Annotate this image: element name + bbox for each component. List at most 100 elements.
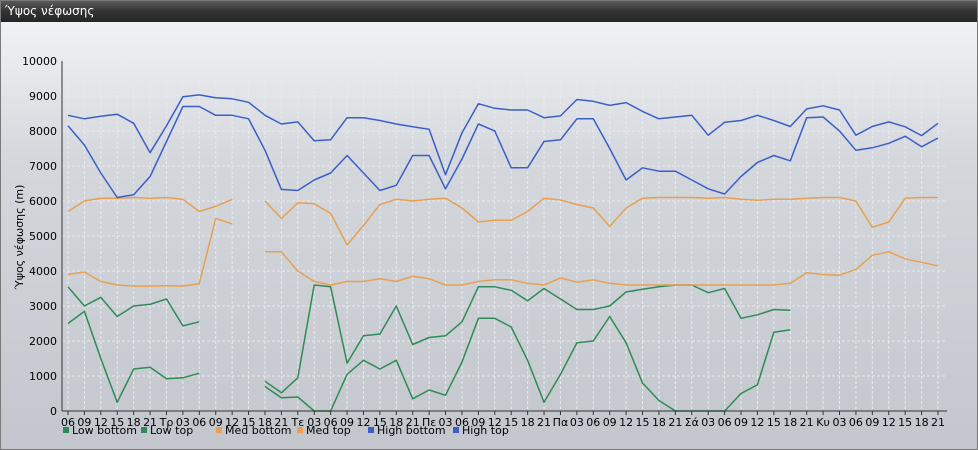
x-tick-label: 21 xyxy=(668,416,682,429)
x-tick-label: 21 xyxy=(274,416,288,429)
x-tick-label: 06 xyxy=(192,416,206,429)
x-tick-label: 06 xyxy=(61,416,75,429)
x-tick-label: Πα xyxy=(553,416,569,429)
x-tick-label: 21 xyxy=(143,416,157,429)
legend-item: Med bottom xyxy=(216,424,292,437)
x-tick-label: 15 xyxy=(110,416,124,429)
legend-label: Low bottom xyxy=(72,424,137,437)
x-tick-label: 21 xyxy=(406,416,420,429)
x-tick-label: 21 xyxy=(931,416,945,429)
x-tick-label: 18 xyxy=(127,416,141,429)
series-line-segment xyxy=(67,217,233,287)
x-tick-label: 09 xyxy=(734,416,748,429)
x-tick-label: 03 xyxy=(833,416,847,429)
x-tick-label: 15 xyxy=(767,416,781,429)
series-high-bottom xyxy=(67,105,939,199)
series-line-segment xyxy=(67,94,939,176)
legend-swatch xyxy=(368,427,374,433)
y-tick-label: 8000 xyxy=(29,125,57,138)
y-axis-label: Ύψος νέφωσης (m) xyxy=(13,185,26,291)
x-tick-label: 09 xyxy=(340,416,354,429)
axes: 0 1000 2000 3000 4000 5000 6000 7000 8000 9000 100… xyxy=(22,55,947,429)
series-line-segment xyxy=(264,196,938,246)
series-line-segment xyxy=(67,286,200,327)
x-tick-label: 12 xyxy=(94,416,108,429)
x-tick-label: 15 xyxy=(242,416,256,429)
window-title: Ύψος νέφωσης xyxy=(5,4,95,18)
x-tick-label: 18 xyxy=(258,416,272,429)
x-tick-label: 21 xyxy=(800,416,814,429)
y-tick-label: 6000 xyxy=(29,195,57,208)
legend-item: High bottom xyxy=(368,424,446,437)
y-tick-label: 1000 xyxy=(29,370,57,383)
x-tick-label: 21 xyxy=(537,416,551,429)
x-tick-label: 15 xyxy=(636,416,650,429)
y-tick-label: 3000 xyxy=(29,300,57,313)
y-tick-label: 5000 xyxy=(29,230,57,243)
x-tick-label: 09 xyxy=(77,416,91,429)
y-tick-label: 7000 xyxy=(29,160,57,173)
x-tick-label: 12 xyxy=(750,416,764,429)
legend-swatch xyxy=(216,427,222,433)
x-tick-label: Τε xyxy=(290,416,304,429)
x-tick-label: 06 xyxy=(849,416,863,429)
series-med-top xyxy=(67,196,938,246)
x-tick-label: 06 xyxy=(586,416,600,429)
y-tick-label: 4000 xyxy=(29,265,57,278)
grid xyxy=(62,60,947,412)
x-tick-label: 09 xyxy=(471,416,485,429)
legend-label: High top xyxy=(462,424,509,437)
x-tick-label: 06 xyxy=(718,416,732,429)
x-tick-label: 06 xyxy=(455,416,469,429)
x-tick-label: Σά xyxy=(685,416,699,429)
y-tick-label: 9000 xyxy=(29,90,57,103)
x-tick-label: 15 xyxy=(898,416,912,429)
legend-label: Low top xyxy=(150,424,193,437)
series-line-segment xyxy=(265,251,939,286)
y-tick-label: 2000 xyxy=(29,335,57,348)
legend-swatch xyxy=(141,427,147,433)
y-tick-label: 0 xyxy=(50,405,57,418)
series-line-segment xyxy=(67,196,233,213)
legend-swatch xyxy=(297,427,303,433)
x-tick-label: 06 xyxy=(324,416,338,429)
series-line-segment xyxy=(67,310,200,404)
x-tick-label: 03 xyxy=(439,416,453,429)
legend-item: Med top xyxy=(297,424,351,437)
x-tick-label: 18 xyxy=(389,416,403,429)
x-tick-label: 18 xyxy=(915,416,929,429)
series-line-segment xyxy=(67,105,939,199)
y-tick-label: 10000 xyxy=(22,55,57,68)
x-tick-label: 12 xyxy=(225,416,239,429)
x-tick-label: 09 xyxy=(209,416,223,429)
x-tick-label: 15 xyxy=(373,416,387,429)
x-tick-label: 03 xyxy=(701,416,715,429)
series-lines xyxy=(67,94,939,412)
x-tick-label: 09 xyxy=(865,416,879,429)
x-tick-label: Κυ xyxy=(816,416,830,429)
x-tick-label: 12 xyxy=(488,416,502,429)
legend-label: Med bottom xyxy=(225,424,292,437)
legend-item: Low bottom xyxy=(63,424,137,437)
x-tick-label: 03 xyxy=(176,416,190,429)
legend-item: Low top xyxy=(141,424,193,437)
x-tick-label: 15 xyxy=(504,416,518,429)
legend-label: Med top xyxy=(306,424,351,437)
legend-swatch xyxy=(63,427,69,433)
legend-label: High bottom xyxy=(377,424,446,437)
x-tick-label: 18 xyxy=(521,416,535,429)
legend-item: High top xyxy=(453,424,509,437)
series-med-bottom xyxy=(67,217,939,287)
x-tick-label: Τρ xyxy=(159,416,174,429)
series-line-segment xyxy=(264,284,791,394)
x-tick-label: 18 xyxy=(783,416,797,429)
x-tick-label: 03 xyxy=(570,416,584,429)
series-low-bottom xyxy=(67,284,791,404)
x-tick-label: 09 xyxy=(603,416,617,429)
legend: Low bottom Low top Med bottom Med top High b… xyxy=(63,424,509,437)
x-tick-label: 12 xyxy=(882,416,896,429)
x-tick-label: Πε xyxy=(422,416,436,429)
x-tick-label: 18 xyxy=(652,416,666,429)
x-tick-label: 03 xyxy=(307,416,321,429)
